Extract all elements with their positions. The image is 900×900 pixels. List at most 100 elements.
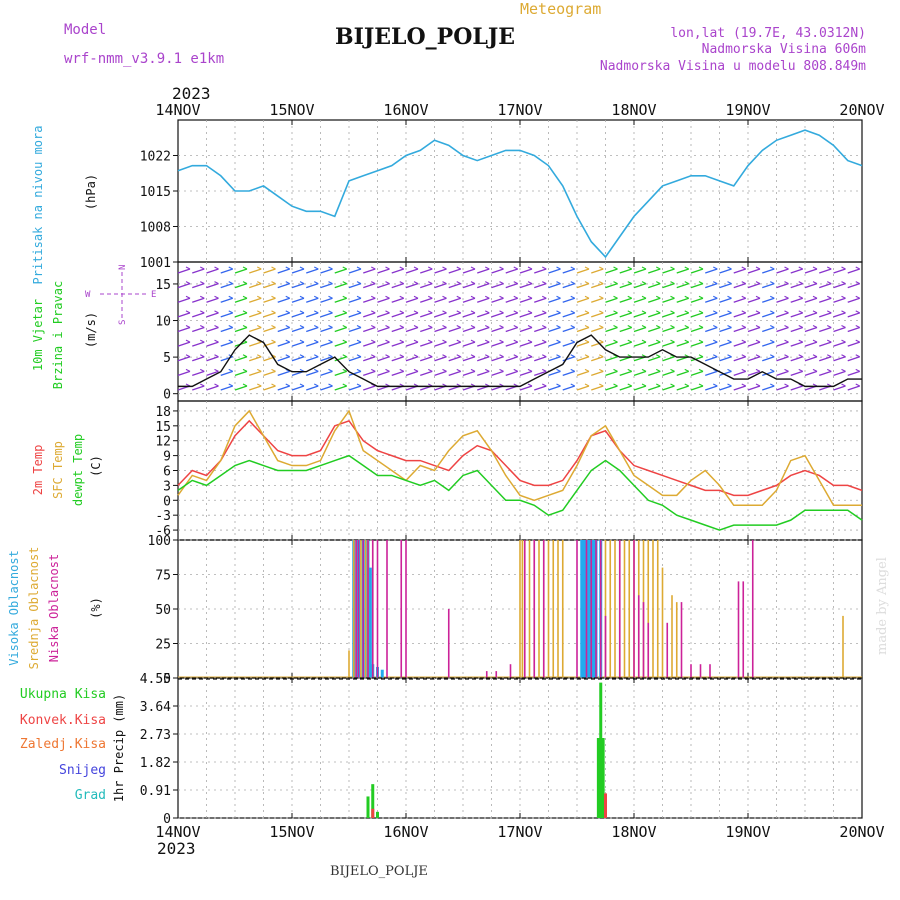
wind-arrow (277, 356, 290, 362)
wind-arrow-head (641, 281, 647, 285)
wind-arrow-head (599, 310, 604, 314)
wind-arrow-head (855, 310, 860, 314)
wind-arrow-head (713, 310, 718, 314)
wind-arrow (334, 312, 347, 318)
wind-arrow-head (684, 339, 689, 343)
wind-arrow-head (684, 266, 689, 270)
wind-arrow (348, 341, 362, 347)
wind-arrow (719, 326, 732, 333)
wind-arrow-head (627, 266, 632, 270)
wind-arrow (348, 297, 362, 303)
temp-ylabel-4: (C) (89, 455, 103, 477)
wind-arrow-head (570, 310, 575, 314)
wind-arrow-head (228, 383, 233, 387)
wind-arrow-head (314, 339, 319, 343)
wind-arrow (320, 268, 333, 274)
wind-arrow (263, 282, 276, 289)
wind-arrow (690, 297, 704, 303)
wind-arrow-head (741, 325, 746, 328)
wind-arrow-head (627, 339, 632, 343)
wind-arrow-head (527, 295, 533, 299)
wind-arrow-head (542, 310, 547, 314)
wind-arrow (591, 326, 604, 333)
wind-arrow (420, 326, 433, 333)
wind-arrow (605, 341, 618, 347)
wind-arrow (648, 312, 661, 318)
top-day-label: 17NOV (497, 101, 542, 119)
wind-arrow (220, 282, 233, 289)
wind-arrow (306, 297, 319, 303)
wind-arrow (277, 282, 290, 289)
wind-arrow-head (656, 383, 661, 387)
wind-arrow (391, 356, 404, 362)
wind-arrow-head (314, 281, 319, 285)
wind-arrow (405, 326, 419, 333)
wind-arrow-head (299, 266, 305, 270)
wind-arrow (234, 356, 248, 362)
wind-arrow (534, 385, 547, 391)
wind-arrow (491, 297, 504, 303)
meteogram-label: Meteogram (520, 0, 601, 18)
wind-arrow (348, 282, 362, 289)
wind-arrow (819, 268, 832, 274)
wind-arrow-head (599, 383, 604, 387)
wind-arrow-head (371, 295, 376, 299)
wind-arrow (177, 268, 191, 274)
wind-arrow (619, 282, 632, 289)
wind-arrow-head (285, 281, 290, 285)
wind-arrow (306, 326, 319, 333)
wind-arrow-head (470, 368, 476, 372)
wind-arrow-head (371, 325, 376, 328)
wind-arrow-head (485, 310, 490, 314)
wind-arrow-head (485, 281, 490, 285)
wind-arrow (690, 312, 704, 318)
wind-arrow-head (485, 354, 490, 358)
wind-arrow-head (356, 368, 362, 372)
wind-arrow-head (727, 295, 732, 299)
wind-arrow (605, 370, 618, 377)
wind-arrow-head (413, 295, 419, 299)
temperature-ytick-label: 12 (155, 435, 171, 450)
wind-arrow (377, 356, 390, 362)
wind-arrow-head (200, 383, 205, 387)
wind-arrow (719, 370, 732, 377)
wind-arrow (690, 385, 704, 391)
wind-arrow (249, 356, 262, 362)
wind-arrow-head (214, 310, 219, 314)
wind-arrow-head (356, 295, 362, 299)
precip-panel: 0 0.91 1.82 2.73 3.64 4.55 (140, 672, 863, 827)
wind-arrow (591, 297, 604, 303)
wind-arrow (249, 385, 262, 391)
wind-arrow (434, 282, 447, 289)
wind-arrow-head (413, 325, 419, 328)
legend-hail: Grad (75, 788, 106, 803)
wind-arrow-head (428, 325, 433, 328)
wind-arrow (277, 370, 290, 377)
wind-arrow-head (542, 266, 547, 270)
wind-arrow-head (470, 339, 476, 343)
cloud-ylabel-4: (%) (89, 597, 103, 619)
wind-arrow (762, 297, 775, 303)
wind-arrow (633, 341, 647, 347)
wind-arrow-head (328, 339, 333, 343)
wind-arrow (192, 268, 205, 274)
wind-arrow-head (841, 325, 846, 328)
wind-arrow (648, 356, 661, 362)
wind-arrow (391, 297, 404, 303)
temp-ylabel-3: dewpt Temp (71, 434, 85, 506)
wind-arrow (420, 268, 433, 274)
model-altitude-label: Nadmorska Visina u modelu 808.849m (600, 59, 866, 74)
wind-arrow (776, 341, 789, 347)
wind-arrow (320, 385, 333, 391)
wind-arrow (263, 370, 276, 377)
wind-arrow-head (798, 354, 803, 358)
wind-arrow (847, 385, 860, 391)
clouds-panel: 0 25 50 75 100 (148, 534, 863, 687)
wind-arrow-head (285, 339, 290, 343)
wind-arrow-head (812, 295, 818, 299)
wind-arrow (334, 297, 347, 303)
wind-arrow-head (784, 266, 789, 270)
wind-arrow (762, 282, 775, 289)
wind-arrow-head (200, 354, 205, 358)
top-day-label: 15NOV (269, 101, 314, 119)
